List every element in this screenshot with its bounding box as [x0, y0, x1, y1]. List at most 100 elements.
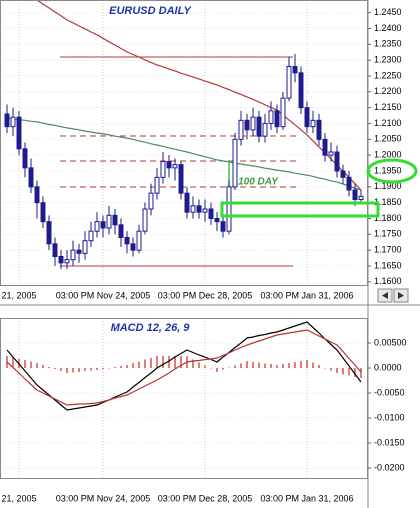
candle-body: [118, 224, 124, 238]
histogram-bar: [258, 362, 260, 368]
histogram-bar: [126, 365, 128, 368]
histogram-bar: [228, 367, 230, 368]
histogram-bar: [42, 365, 44, 368]
arrow-icon: [398, 292, 404, 299]
y-tick-label: 1.2100: [374, 118, 402, 128]
x-tick-label: 03:00 PM Jan 31, 2006: [260, 290, 353, 300]
histogram-bar: [96, 368, 98, 370]
candle-body: [292, 66, 298, 74]
histogram-bar: [36, 363, 38, 368]
histogram-bar: [222, 368, 224, 370]
candle-body: [172, 164, 178, 169]
y-tick-label: 0.00500: [374, 337, 407, 347]
candle-body: [202, 208, 208, 213]
candle-body: [88, 230, 94, 242]
line: [36, 0, 362, 191]
y-tick-label: -0.0150: [374, 437, 405, 447]
candle-body: [58, 256, 64, 264]
candle-body: [82, 240, 88, 254]
histogram-bar: [60, 368, 62, 371]
candle-body: [220, 221, 226, 232]
histogram-bar: [138, 361, 140, 368]
candle-body: [4, 113, 10, 128]
arrow-icon: [382, 292, 388, 299]
histogram-bar: [54, 368, 56, 369]
y-tick-label: 1.2200: [374, 86, 402, 96]
histogram-bar: [156, 356, 158, 368]
histogram-bar: [144, 359, 146, 368]
histogram-bar: [318, 365, 320, 368]
y-tick-label: 0.0000: [374, 362, 402, 372]
histogram-bar: [24, 360, 26, 368]
candle-body: [22, 148, 28, 169]
candle-body: [304, 107, 310, 128]
histogram-bar: [114, 367, 116, 368]
histogram-bar: [336, 368, 338, 373]
y-tick-label: 1.1600: [374, 276, 402, 286]
candle-body: [352, 189, 358, 200]
x-tick-label: 03:00 PM Nov 24, 2005: [56, 493, 151, 503]
histogram-bar: [210, 368, 212, 369]
x-tick-label: 21, 2005: [1, 493, 36, 503]
histogram-bar: [180, 356, 182, 368]
candle-body: [346, 176, 352, 191]
candle-body: [130, 243, 136, 251]
candle-body: [334, 151, 340, 172]
line: [6, 321, 362, 411]
y-tick-label: -0.0200: [374, 462, 405, 472]
histogram-bar: [66, 368, 68, 373]
y-tick-label: 1.1900: [374, 181, 402, 191]
histogram-bar: [192, 359, 194, 368]
candle-body: [136, 230, 142, 251]
candle-body: [274, 110, 280, 128]
candle-body: [124, 237, 130, 245]
histogram-bar: [348, 368, 350, 376]
histogram-bar: [120, 366, 122, 368]
histogram-bar: [204, 365, 206, 368]
axis-layer: 1.1600 1.1650 1.1700 1.1750 1.1800 1.1850 1.19…: [1, 7, 406, 503]
histogram-bar: [174, 356, 176, 368]
y-tick-label: 1.1800: [374, 213, 402, 223]
candle-body: [208, 208, 214, 219]
candle-body: [322, 138, 328, 156]
candle-body: [94, 221, 100, 232]
histogram-bar: [72, 368, 74, 373]
line: [6, 117, 362, 191]
candle-body: [142, 208, 148, 232]
candle-body: [16, 116, 22, 150]
candle-body: [46, 221, 52, 245]
histogram-bar: [84, 368, 86, 371]
candle-body: [340, 170, 346, 178]
histogram-bar: [150, 358, 152, 368]
y-tick-label: 1.2150: [374, 102, 402, 112]
histogram-bar: [168, 356, 170, 368]
candle-body: [70, 249, 76, 261]
histogram-bar: [252, 362, 254, 368]
candle-body: [244, 119, 250, 131]
candle-body: [64, 259, 70, 264]
highlight-circle: [366, 158, 418, 184]
chart-title: EURUSD DAILY: [109, 5, 192, 17]
histogram-bar: [12, 357, 14, 368]
y-tick-label: -0.0100: [374, 412, 405, 422]
candle-body: [106, 214, 112, 229]
candle-body: [160, 161, 166, 178]
histogram-bar: [330, 368, 332, 371]
histogram-bar: [300, 361, 302, 368]
candle-body: [10, 116, 16, 128]
line: [6, 329, 362, 406]
candle-body: [358, 195, 364, 200]
x-tick-label: 03:00 PM Dec 28, 2005: [158, 290, 253, 300]
histogram-bar: [90, 368, 92, 371]
y-tick-label: 1.2250: [374, 70, 402, 80]
candle-body: [256, 116, 262, 137]
candle-body: [28, 167, 34, 188]
y-tick-label: 1.1650: [374, 260, 402, 270]
histogram-bar: [276, 365, 278, 368]
candle-body: [316, 119, 322, 140]
scroll-buttons: [377, 288, 409, 303]
histogram-bar: [234, 365, 236, 368]
candle-body: [262, 123, 268, 137]
candle-body: [154, 176, 160, 194]
